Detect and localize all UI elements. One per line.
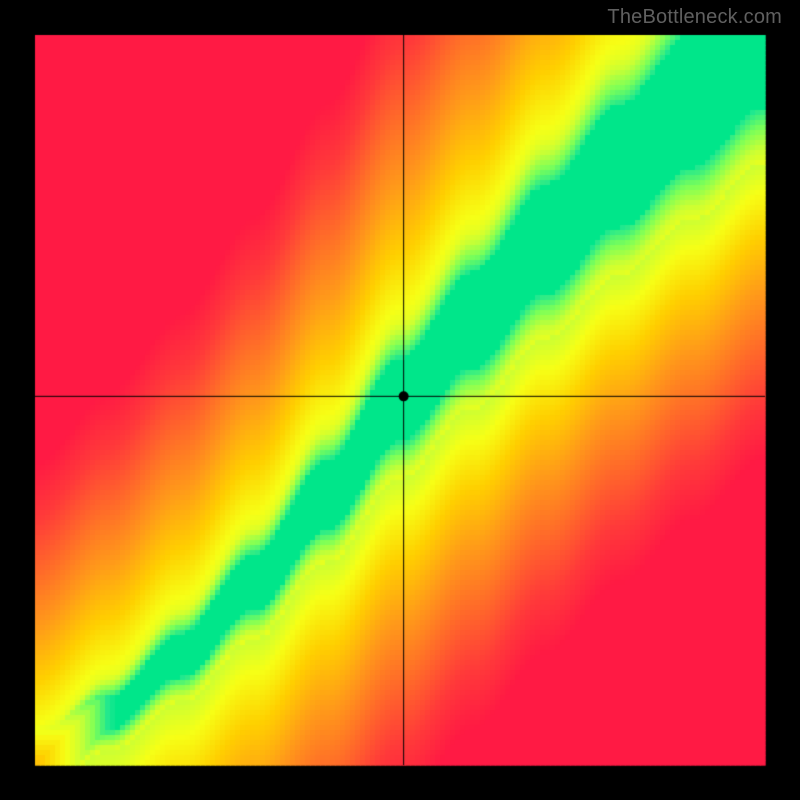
chart-container: TheBottleneck.com bbox=[0, 0, 800, 800]
bottleneck-heatmap bbox=[0, 0, 800, 800]
watermark-text: TheBottleneck.com bbox=[607, 6, 782, 29]
